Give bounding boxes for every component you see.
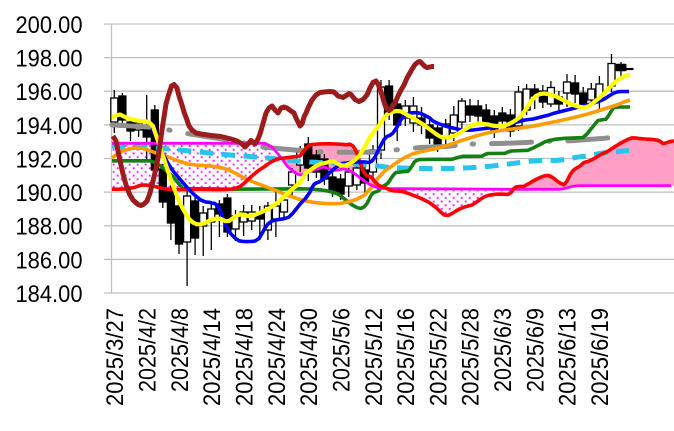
svg-text:2025/6/19: 2025/6/19 xyxy=(587,308,614,406)
svg-text:2025/4/24: 2025/4/24 xyxy=(264,308,291,406)
svg-text:2025/5/22: 2025/5/22 xyxy=(425,308,452,406)
svg-text:200.00: 200.00 xyxy=(16,12,83,39)
svg-text:2025/6/13: 2025/6/13 xyxy=(555,308,582,406)
svg-text:2025/4/14: 2025/4/14 xyxy=(199,308,226,406)
svg-text:2025/3/27: 2025/3/27 xyxy=(102,308,129,406)
svg-text:2025/4/18: 2025/4/18 xyxy=(232,308,259,406)
svg-text:2025/6/9: 2025/6/9 xyxy=(522,308,549,392)
svg-text:190.00: 190.00 xyxy=(16,180,83,207)
svg-text:184.00: 184.00 xyxy=(16,281,83,308)
svg-text:194.00: 194.00 xyxy=(16,113,83,140)
svg-text:2025/4/8: 2025/4/8 xyxy=(167,308,194,392)
svg-text:192.00: 192.00 xyxy=(16,146,83,173)
svg-text:198.00: 198.00 xyxy=(16,46,83,73)
svg-text:2025/5/28: 2025/5/28 xyxy=(458,308,485,406)
svg-text:2025/6/3: 2025/6/3 xyxy=(490,308,517,392)
svg-text:2025/4/2: 2025/4/2 xyxy=(135,308,162,392)
svg-text:188.00: 188.00 xyxy=(16,214,83,241)
svg-text:2025/5/12: 2025/5/12 xyxy=(361,308,388,406)
svg-text:2025/5/16: 2025/5/16 xyxy=(393,308,420,406)
svg-text:186.00: 186.00 xyxy=(16,247,83,274)
svg-text:2025/5/6: 2025/5/6 xyxy=(328,308,355,392)
svg-text:2025/4/30: 2025/4/30 xyxy=(296,308,323,406)
svg-text:196.00: 196.00 xyxy=(16,79,83,106)
